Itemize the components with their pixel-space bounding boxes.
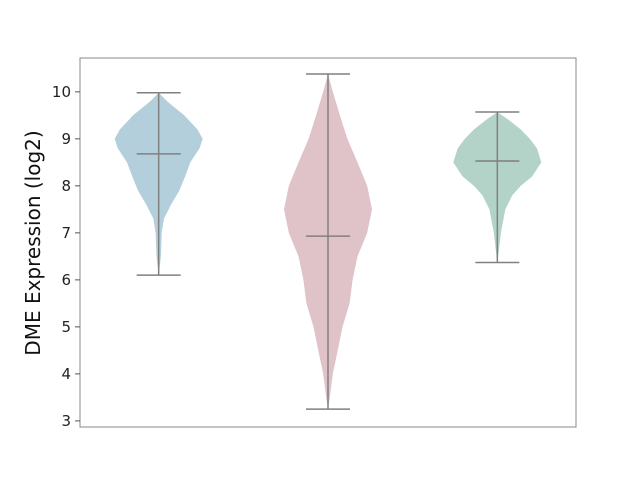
y-tick-label: 9	[61, 130, 71, 148]
y-tick-label: 10	[52, 83, 71, 101]
y-tick-label: 7	[61, 224, 71, 242]
y-tick-label: 8	[61, 177, 71, 195]
y-tick-label: 6	[61, 271, 71, 289]
violins	[114, 73, 542, 410]
y-axis: 3 4 5 6 7 8 9 10	[52, 83, 80, 430]
y-axis-label: DME Expression (log2)	[21, 130, 45, 355]
plot-frame	[79, 57, 577, 428]
y-tick-label: 5	[61, 318, 71, 336]
y-tick-label: 3	[61, 412, 71, 430]
y-tick-label: 4	[61, 365, 71, 383]
